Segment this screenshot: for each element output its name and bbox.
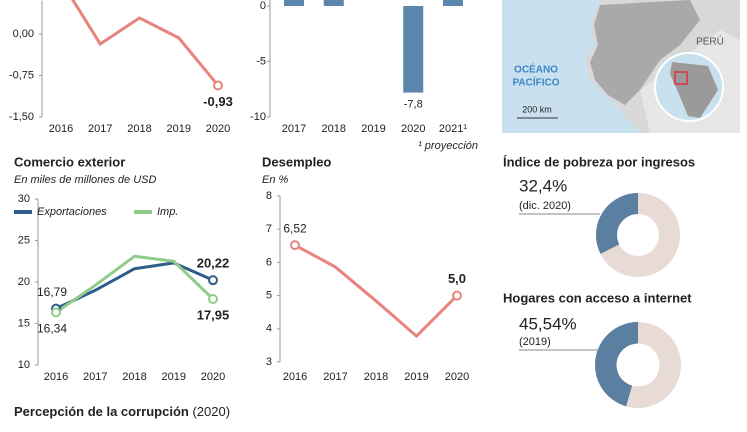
point bbox=[208, 294, 218, 305]
bar bbox=[443, 0, 463, 7]
country-label: PERÚ bbox=[696, 35, 724, 48]
y-tick-label: 20 bbox=[18, 276, 30, 288]
plot bbox=[71, 0, 220, 87]
plot bbox=[284, 0, 463, 93]
x-tick-label: 2019 bbox=[404, 371, 428, 383]
y-tick-label: -1,50 bbox=[9, 111, 34, 123]
x-tick-label: 2020 bbox=[445, 371, 469, 383]
y-tick-label: 0,00 bbox=[13, 28, 34, 40]
y-tick-label: 10 bbox=[18, 359, 30, 371]
x-tick-label: 2018 bbox=[364, 371, 388, 383]
ocean-label: OCÉANO bbox=[514, 63, 558, 76]
value-label: 6,52 bbox=[283, 221, 307, 235]
plot bbox=[55, 254, 215, 314]
x-tick-label: 2017 bbox=[88, 123, 112, 135]
x-tick-label: 2018 bbox=[322, 123, 346, 135]
y-tick-label: 0 bbox=[260, 0, 266, 12]
chart-subtitle: (2019) bbox=[519, 336, 551, 348]
footer-title: Percepción de la corrupción (2020) bbox=[14, 404, 230, 419]
chart-title: Índice de pobreza por ingresos bbox=[503, 154, 695, 169]
chart-subtitle: En % bbox=[262, 174, 289, 186]
donut-segment bbox=[594, 322, 638, 407]
y-tick-label: -10 bbox=[250, 111, 266, 123]
line bbox=[71, 0, 220, 87]
x-tick-label: 2016 bbox=[44, 371, 68, 383]
ecuador bbox=[590, 0, 700, 105]
x-tick-label: 2018 bbox=[127, 123, 151, 135]
y-tick-label: 7 bbox=[266, 223, 272, 235]
value-label: 17,95 bbox=[197, 307, 230, 322]
donut-segment bbox=[596, 193, 638, 254]
point bbox=[452, 290, 462, 301]
value-label: 32,4% bbox=[519, 176, 567, 195]
chart-title: Comercio exterior bbox=[14, 154, 125, 169]
x-tick-label: 2020 bbox=[206, 123, 230, 135]
chart-subtitle: En miles de millones de USD bbox=[14, 174, 157, 186]
bar bbox=[403, 6, 424, 93]
line bbox=[294, 243, 459, 339]
x-tick-label: 2020 bbox=[201, 371, 225, 383]
point bbox=[208, 275, 218, 286]
note: ¹ proyección bbox=[418, 140, 478, 152]
scale-label: 200 km bbox=[522, 104, 552, 114]
value-label: 20,22 bbox=[197, 256, 230, 271]
chart-title: Hogares con acceso a internet bbox=[503, 290, 692, 305]
x-tick-label: 2017 bbox=[323, 371, 347, 383]
chart-title: Desempleo bbox=[262, 154, 331, 169]
point bbox=[213, 80, 223, 91]
y-tick-label: -5 bbox=[256, 55, 266, 67]
locator bbox=[674, 71, 688, 85]
value-label: 5,0 bbox=[448, 271, 466, 286]
globe-land bbox=[670, 62, 718, 118]
x-tick-label: 2020 bbox=[401, 123, 425, 135]
x-tick-label: 2019 bbox=[162, 371, 186, 383]
x-tick-label: 2017 bbox=[282, 123, 306, 135]
y-tick-label: 8 bbox=[266, 190, 272, 202]
footer-year: (2020) bbox=[192, 404, 230, 419]
value-label: 16,79 bbox=[37, 285, 67, 299]
line bbox=[55, 254, 215, 314]
point bbox=[51, 307, 61, 318]
value-label: 45,54% bbox=[519, 314, 577, 333]
y-tick-label: 25 bbox=[18, 234, 30, 246]
bar bbox=[323, 0, 344, 7]
bar bbox=[284, 0, 304, 7]
y-tick-label: 6 bbox=[266, 256, 272, 268]
x-tick-label: 2016 bbox=[283, 371, 307, 383]
legend-label: Imp. bbox=[157, 206, 178, 218]
x-tick-label: 2019 bbox=[167, 123, 191, 135]
chart-subtitle: (dic. 2020) bbox=[519, 200, 571, 212]
x-tick-label: 2017 bbox=[83, 371, 107, 383]
value-label: 16,34 bbox=[37, 322, 67, 336]
x-tick-label: 2016 bbox=[49, 123, 73, 135]
line bbox=[55, 261, 214, 311]
legend-label: Exportaciones bbox=[37, 206, 107, 218]
x-tick-label: 2019 bbox=[361, 123, 385, 135]
y-tick-label: 15 bbox=[18, 317, 30, 329]
x-tick-label: 2018 bbox=[122, 371, 146, 383]
map: OCÉANO PACÍFICO PERÚ 200 km bbox=[502, 0, 740, 133]
value-label: -0,93 bbox=[203, 94, 233, 109]
ocean-label: PACÍFICO bbox=[512, 76, 559, 89]
y-tick-label: 5 bbox=[266, 290, 272, 302]
footer-title-text: Percepción de la corrupción bbox=[14, 404, 189, 419]
y-tick-label: 4 bbox=[266, 323, 272, 335]
y-tick-label: 30 bbox=[18, 193, 30, 205]
y-tick-label: 3 bbox=[266, 356, 272, 368]
x-tick-label: 2021¹ bbox=[439, 123, 467, 135]
value-label: -7,8 bbox=[404, 98, 423, 110]
plot bbox=[294, 243, 459, 339]
point bbox=[290, 240, 300, 251]
y-tick-label: -0,75 bbox=[9, 69, 34, 81]
